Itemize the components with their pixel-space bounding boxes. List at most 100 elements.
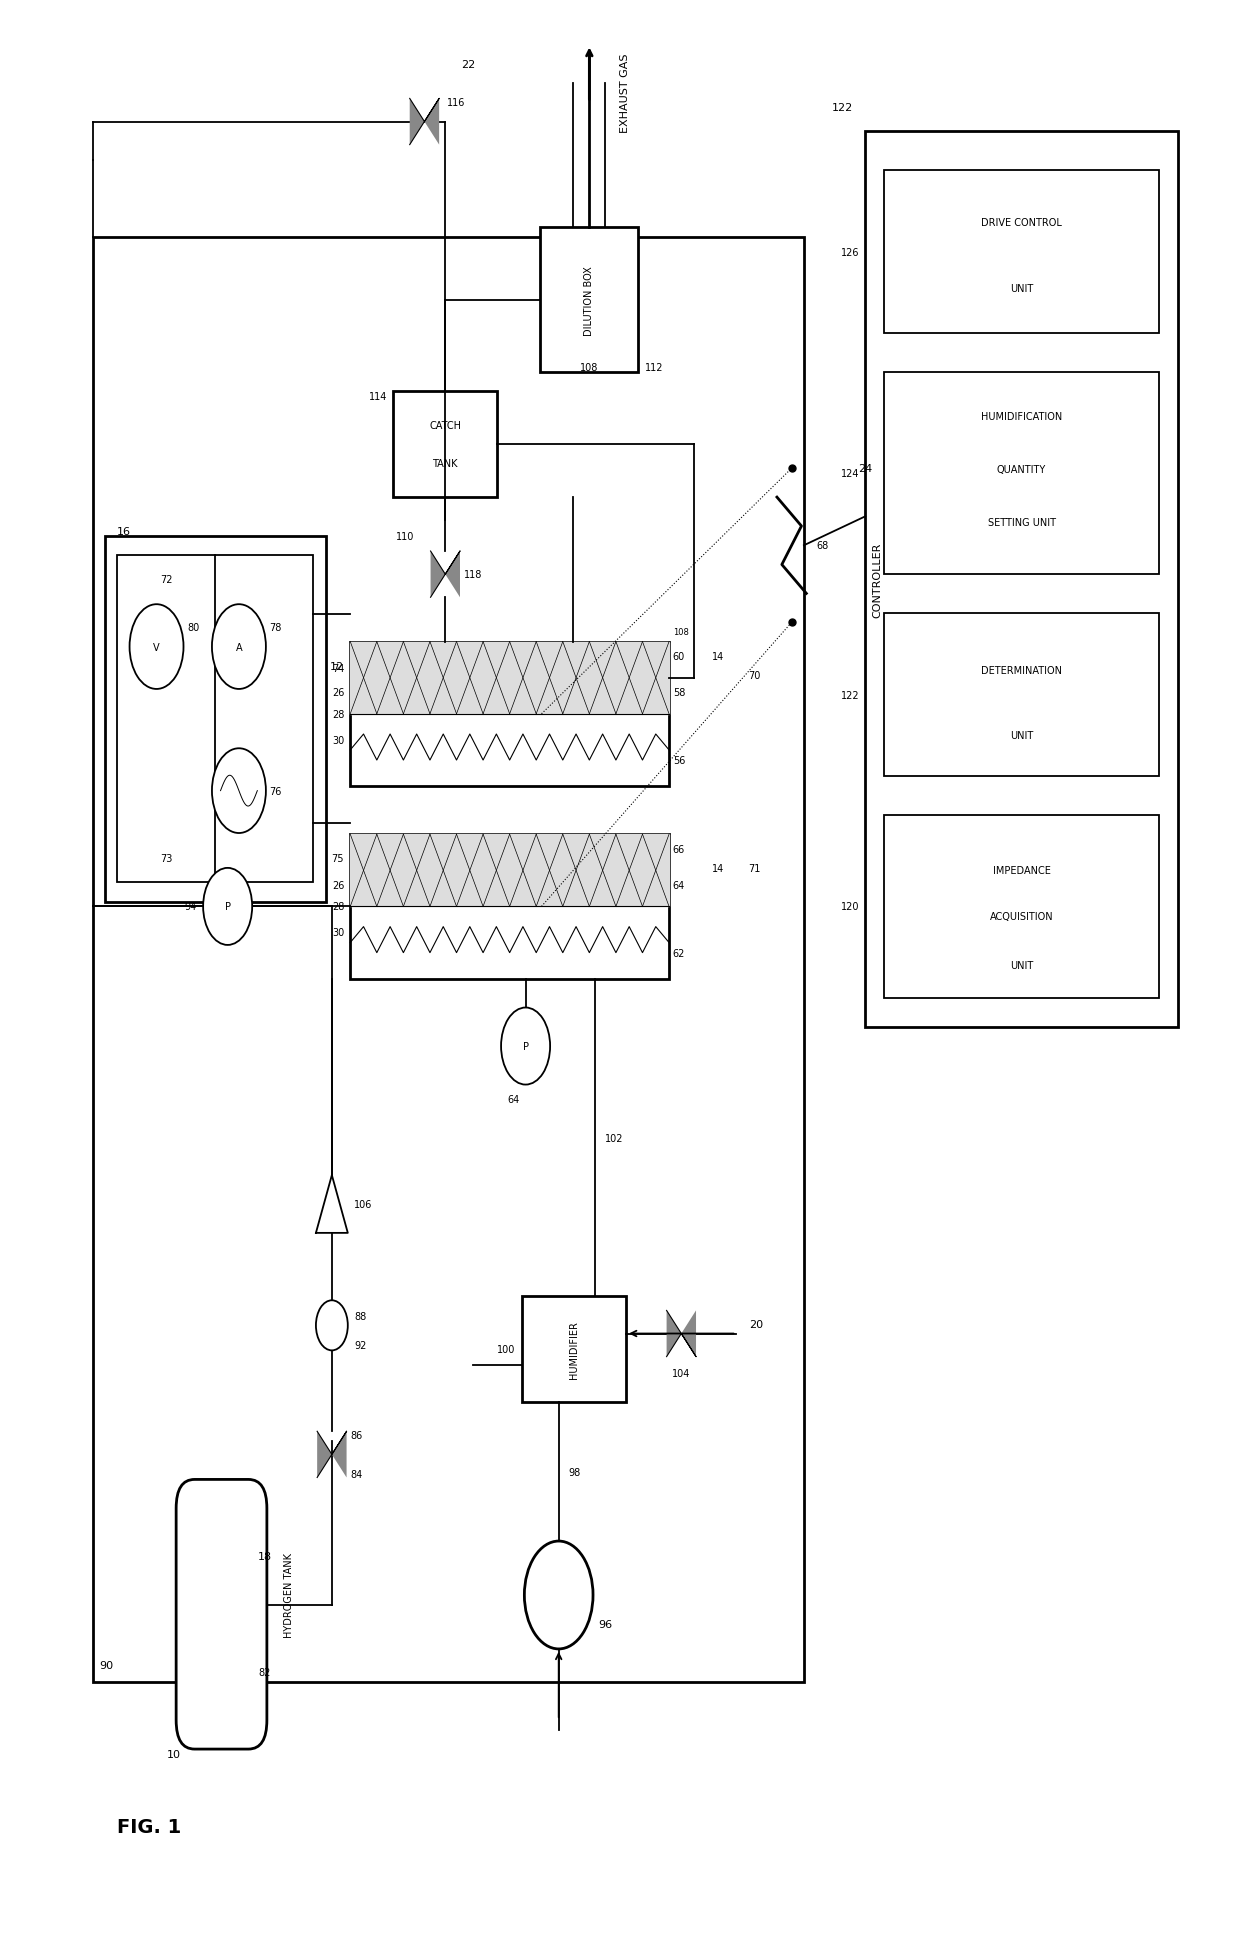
FancyBboxPatch shape (350, 642, 670, 787)
Text: 118: 118 (464, 570, 482, 580)
Text: P: P (522, 1041, 528, 1051)
Text: 24: 24 (858, 463, 873, 473)
Circle shape (203, 869, 252, 946)
Polygon shape (424, 99, 439, 145)
Polygon shape (484, 642, 510, 714)
Polygon shape (589, 836, 616, 907)
Text: 28: 28 (332, 710, 345, 719)
Polygon shape (563, 642, 589, 714)
Text: 26: 26 (332, 880, 345, 890)
Polygon shape (350, 642, 377, 714)
Text: 26: 26 (332, 688, 345, 698)
Text: 66: 66 (673, 843, 684, 855)
Text: 64: 64 (507, 1096, 520, 1105)
FancyBboxPatch shape (541, 229, 639, 372)
Text: 80: 80 (187, 622, 200, 632)
Text: 100: 100 (497, 1346, 516, 1355)
FancyBboxPatch shape (118, 556, 314, 882)
Text: 122: 122 (841, 690, 859, 700)
Text: CATCH: CATCH (429, 421, 461, 430)
Text: 94: 94 (185, 902, 197, 911)
FancyBboxPatch shape (866, 132, 1178, 1028)
Polygon shape (430, 642, 456, 714)
Polygon shape (445, 553, 460, 597)
Text: 126: 126 (841, 248, 859, 258)
Text: 76: 76 (269, 785, 281, 797)
Polygon shape (510, 836, 536, 907)
Text: 124: 124 (841, 469, 859, 479)
Polygon shape (409, 99, 424, 145)
Polygon shape (317, 1431, 332, 1478)
Text: DRIVE CONTROL: DRIVE CONTROL (981, 217, 1061, 229)
Text: P: P (224, 902, 231, 911)
Polygon shape (456, 642, 484, 714)
Polygon shape (316, 1175, 347, 1233)
Polygon shape (563, 836, 589, 907)
FancyBboxPatch shape (393, 392, 497, 498)
Text: 18: 18 (258, 1551, 273, 1561)
Polygon shape (667, 1311, 681, 1357)
FancyBboxPatch shape (884, 816, 1159, 999)
Text: 60: 60 (673, 652, 684, 661)
Text: 14: 14 (712, 863, 724, 873)
Text: 114: 114 (368, 392, 387, 401)
Polygon shape (403, 642, 430, 714)
Polygon shape (642, 642, 670, 714)
Text: V: V (154, 642, 160, 652)
Text: UNIT: UNIT (1009, 960, 1033, 970)
Text: 71: 71 (749, 863, 761, 873)
Polygon shape (484, 836, 510, 907)
Text: 110: 110 (397, 531, 414, 541)
Polygon shape (332, 1431, 346, 1478)
Text: A: A (236, 642, 242, 652)
Text: 106: 106 (353, 1200, 372, 1210)
Polygon shape (616, 836, 642, 907)
Circle shape (212, 748, 265, 834)
FancyBboxPatch shape (350, 836, 670, 979)
Circle shape (129, 605, 184, 690)
FancyBboxPatch shape (522, 1297, 626, 1402)
Text: FIG. 1: FIG. 1 (118, 1817, 181, 1836)
FancyBboxPatch shape (176, 1479, 267, 1749)
Text: 14: 14 (712, 652, 724, 661)
Polygon shape (456, 836, 484, 907)
Text: HYDROGEN TANK: HYDROGEN TANK (284, 1553, 294, 1638)
Text: 68: 68 (816, 541, 828, 551)
Text: 56: 56 (673, 756, 684, 766)
FancyBboxPatch shape (93, 238, 804, 1681)
Text: 12: 12 (330, 661, 345, 671)
Circle shape (525, 1542, 593, 1648)
Circle shape (212, 605, 265, 690)
Text: 116: 116 (446, 99, 465, 109)
Polygon shape (350, 836, 377, 907)
Text: 73: 73 (160, 853, 172, 863)
Polygon shape (403, 836, 430, 907)
Text: 22: 22 (461, 60, 475, 70)
Text: 10: 10 (166, 1749, 180, 1759)
Text: 98: 98 (568, 1468, 580, 1478)
FancyBboxPatch shape (884, 372, 1159, 574)
Text: 120: 120 (841, 902, 859, 911)
Polygon shape (377, 836, 403, 907)
Text: 84: 84 (350, 1470, 362, 1479)
Text: 78: 78 (269, 622, 281, 632)
Text: UNIT: UNIT (1009, 283, 1033, 293)
Text: 28: 28 (332, 902, 345, 911)
Polygon shape (536, 642, 563, 714)
Text: 112: 112 (645, 363, 663, 372)
Text: 20: 20 (749, 1319, 763, 1330)
Circle shape (501, 1008, 551, 1086)
Polygon shape (642, 836, 670, 907)
Text: EXHAUST GAS: EXHAUST GAS (620, 54, 630, 134)
Text: 108: 108 (579, 363, 598, 372)
Text: 96: 96 (598, 1619, 613, 1629)
Text: 70: 70 (749, 671, 761, 681)
FancyBboxPatch shape (105, 537, 326, 902)
Text: 30: 30 (332, 735, 345, 745)
Polygon shape (536, 836, 563, 907)
FancyBboxPatch shape (884, 171, 1159, 334)
Text: SETTING UNIT: SETTING UNIT (987, 518, 1055, 527)
Text: ACQUISITION: ACQUISITION (990, 911, 1053, 921)
Circle shape (316, 1301, 347, 1351)
Text: UNIT: UNIT (1009, 731, 1033, 741)
